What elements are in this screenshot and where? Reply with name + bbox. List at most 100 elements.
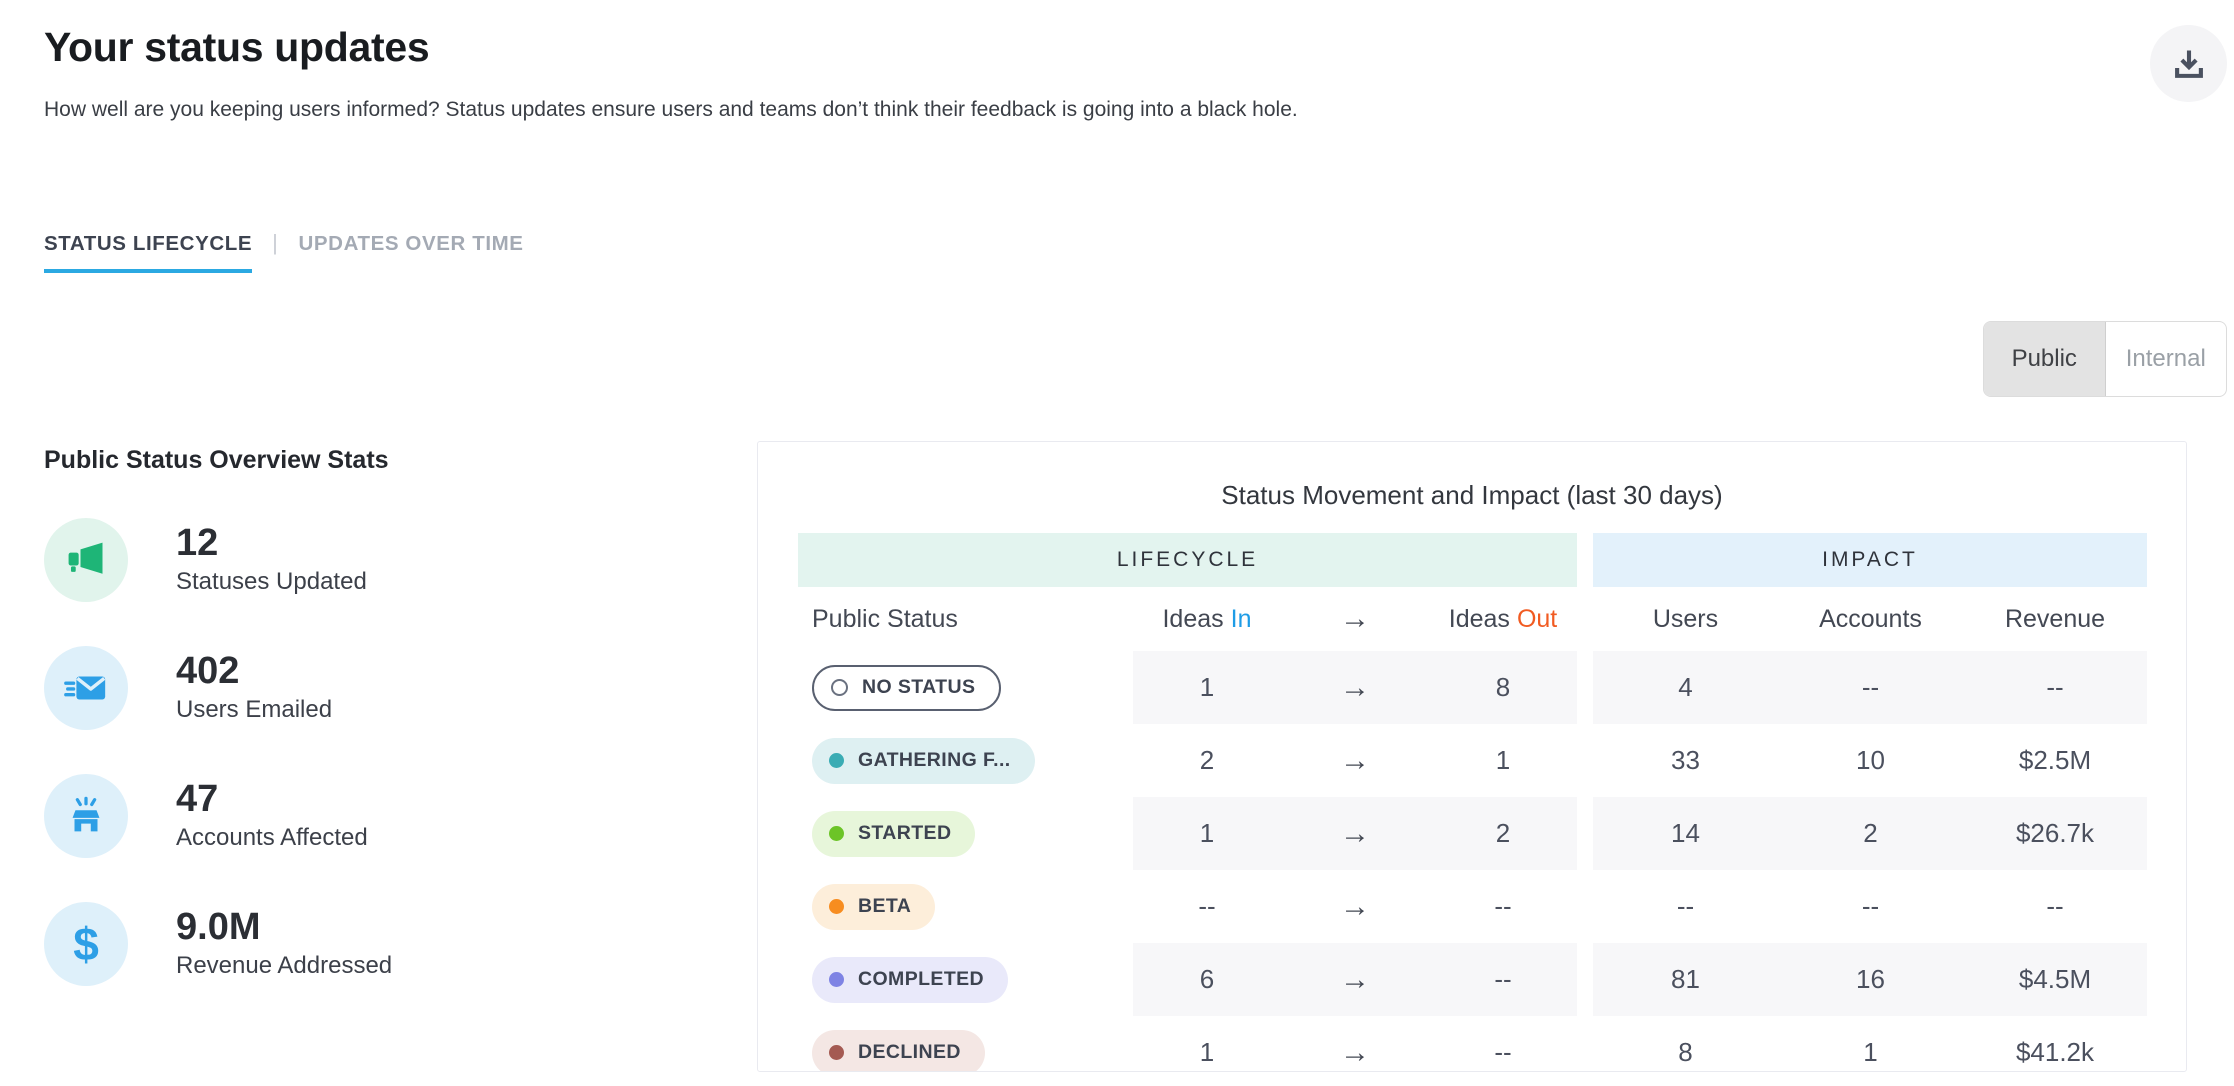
- stat-accounts-affected: 47 Accounts Affected: [44, 774, 392, 858]
- arrow-icon: →: [1340, 743, 1370, 777]
- revenue-value: $2.5M: [2018, 745, 2092, 775]
- users-value: 14: [1593, 797, 1778, 870]
- status-pill[interactable]: BETA: [812, 883, 936, 930]
- lifecycle-band: LIFECYCLE: [798, 533, 1577, 587]
- ideas-out-value: --: [1494, 891, 1512, 921]
- dollar-icon: $: [73, 918, 99, 970]
- status-dot-icon: [829, 1045, 844, 1060]
- visibility-toggle: Public Internal: [1983, 321, 2227, 397]
- table-row-completed: COMPLETED 6 → -- 81 16 $4.5M: [798, 943, 2147, 1016]
- accounts-value: --: [1778, 651, 1963, 724]
- accounts-value: --: [1861, 891, 1880, 921]
- col-arrow: →: [1281, 587, 1429, 651]
- status-dot-icon: [829, 826, 844, 841]
- users-value: --: [1676, 891, 1695, 921]
- users-value: 33: [1671, 745, 1700, 775]
- toggle-option-public[interactable]: Public: [1984, 322, 2106, 396]
- stat-label: Accounts Affected: [176, 824, 368, 852]
- ideas-in-value: 1: [1133, 651, 1281, 724]
- arrow-icon: →: [1281, 943, 1429, 1016]
- stat-badge: [44, 518, 128, 602]
- arrow-icon: →: [1340, 889, 1370, 923]
- page-subtitle: How well are you keeping users informed?…: [44, 98, 1298, 121]
- stat-value: 12: [176, 521, 219, 564]
- table-header-row: Public Status Ideas In → Ideas Out Users A…: [798, 587, 2147, 651]
- tab-updates-over-time[interactable]: UPDATES OVER TIME: [298, 232, 524, 255]
- band-row: LIFECYCLE IMPACT: [798, 533, 2147, 587]
- accounts-value: 1: [1863, 1037, 1878, 1067]
- accounts-value: 10: [1856, 745, 1885, 775]
- ideas-out-value: 8: [1429, 651, 1577, 724]
- stat-label: Statuses Updated: [176, 568, 367, 596]
- ideas-out-value: --: [1429, 943, 1577, 1016]
- tab-separator: |: [272, 230, 279, 255]
- accounts-value: 16: [1778, 943, 1963, 1016]
- stat-users-emailed: 402 Users Emailed: [44, 646, 392, 730]
- users-value: 8: [1678, 1037, 1693, 1067]
- table-title: Status Movement and Impact (last 30 days…: [1221, 480, 1723, 510]
- ideas-out-value: 2: [1429, 797, 1577, 870]
- table-row-no-status: NO STATUS 1 → 8 4 -- --: [798, 651, 2147, 724]
- storefront-icon: [72, 796, 100, 832]
- arrow-icon: →: [1340, 1035, 1370, 1069]
- status-pill[interactable]: COMPLETED: [812, 956, 1009, 1003]
- status-pill[interactable]: STARTED: [812, 810, 976, 857]
- ideas-in-value: --: [1198, 891, 1216, 921]
- accounts-value: 2: [1778, 797, 1963, 870]
- ideas-in-value: 1: [1133, 797, 1281, 870]
- col-ideas-in: Ideas In: [1162, 604, 1252, 633]
- revenue-value: $26.7k: [1963, 797, 2147, 870]
- users-value: 81: [1593, 943, 1778, 1016]
- stat-revenue-addressed: $ 9.0M Revenue Addressed: [44, 902, 392, 986]
- col-ideas-out: Ideas Out: [1448, 604, 1558, 633]
- arrow-icon: →: [1281, 797, 1429, 870]
- revenue-value: $4.5M: [1963, 943, 2147, 1016]
- table-row-beta: BETA -- → -- -- -- --: [798, 870, 2147, 943]
- ideas-out-value: --: [1494, 1037, 1512, 1067]
- impact-band: IMPACT: [1593, 533, 2147, 587]
- report-tabs: STATUS LIFECYCLE | UPDATES OVER TIME: [44, 230, 524, 273]
- ideas-in-value: 1: [1199, 1037, 1215, 1067]
- stat-badge: $: [44, 902, 128, 986]
- ideas-in-value: 6: [1133, 943, 1281, 1016]
- revenue-value: $41.2k: [2015, 1037, 2095, 1067]
- status-dot-icon: [829, 753, 844, 768]
- status-table: LIFECYCLE IMPACT Public Status Ideas In →…: [798, 533, 2147, 1071]
- stats-heading: Public Status Overview Stats: [44, 446, 389, 474]
- revenue-value: --: [1963, 651, 2147, 724]
- table-row-started: STARTED 1 → 2 14 2 $26.7k: [798, 797, 2147, 870]
- status-pill[interactable]: GATHERING F...: [812, 737, 1035, 784]
- table-row-gathering-feedback: GATHERING F... 2 → 1 33 10 $2.5M: [798, 724, 2147, 797]
- revenue-value: --: [2046, 891, 2064, 921]
- col-public-status: Public Status: [812, 604, 958, 633]
- ideas-out-value: 1: [1495, 745, 1511, 775]
- status-movement-card: Status Movement and Impact (last 30 days…: [757, 441, 2187, 1072]
- stat-statuses-updated: 12 Statuses Updated: [44, 518, 392, 602]
- stat-value: 9.0M: [176, 905, 261, 948]
- stat-value: 47: [176, 777, 219, 820]
- toggle-option-internal[interactable]: Internal: [2125, 345, 2206, 372]
- col-accounts: Accounts: [1819, 604, 1922, 633]
- page-title: Your status updates: [44, 24, 430, 70]
- download-button[interactable]: [2150, 25, 2227, 102]
- stat-label: Users Emailed: [176, 696, 333, 724]
- stat-label: Revenue Addressed: [176, 952, 393, 980]
- status-dot-icon: [829, 972, 844, 987]
- status-pill[interactable]: DECLINED: [812, 1029, 985, 1071]
- email-icon: [64, 676, 106, 700]
- arrow-icon: →: [1340, 602, 1370, 635]
- arrow-icon: →: [1281, 651, 1429, 724]
- status-dot-icon: [831, 679, 848, 696]
- col-users: Users: [1652, 604, 1719, 633]
- megaphone-icon: [68, 542, 103, 574]
- col-revenue: Revenue: [2004, 604, 2106, 633]
- status-dot-icon: [829, 899, 844, 914]
- stat-badge: [44, 774, 128, 858]
- stat-badge: [44, 646, 128, 730]
- ideas-in-value: 2: [1199, 745, 1215, 775]
- download-icon: [2174, 50, 2203, 78]
- tab-status-lifecycle[interactable]: STATUS LIFECYCLE: [44, 232, 253, 273]
- status-pill[interactable]: NO STATUS: [812, 664, 1002, 711]
- stats-list: 12 Statuses Updated 402 Users Emaile: [44, 518, 392, 986]
